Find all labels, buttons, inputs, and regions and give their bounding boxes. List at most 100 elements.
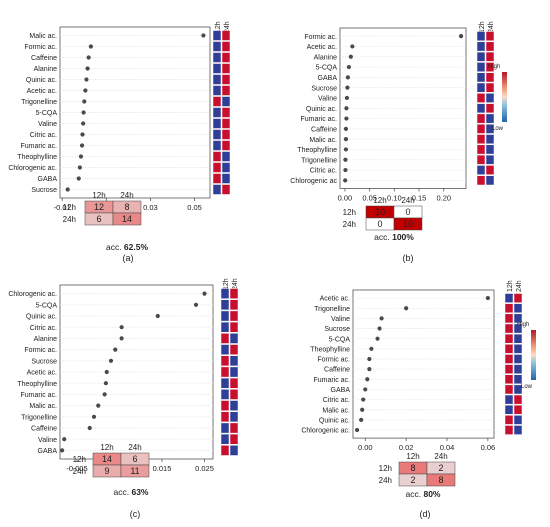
confusion-row-label: 12h bbox=[73, 455, 86, 464]
heatmap-cell-12h bbox=[220, 389, 230, 400]
heatmap-cell-24h bbox=[221, 41, 231, 52]
heatmap-cell-12h bbox=[504, 344, 514, 354]
metabolite-label: Valine bbox=[331, 316, 350, 323]
heatmap-time-label: 12h bbox=[479, 21, 486, 33]
confusion-row-label: 24h bbox=[379, 476, 392, 485]
heatmap-cell-12h bbox=[504, 394, 514, 405]
heatmap-cell-24h bbox=[229, 366, 239, 378]
confusion-value: 2 bbox=[410, 475, 415, 485]
heatmap-cell-24h bbox=[229, 344, 239, 355]
metabolite-label: Quinic ac. bbox=[319, 417, 350, 424]
metabolite-label: Fumaric ac. bbox=[20, 392, 57, 399]
heatmap-cell-12h bbox=[476, 123, 486, 134]
heatmap-cell-12h bbox=[504, 333, 514, 344]
data-point bbox=[119, 325, 124, 330]
metabolite-label: GABA bbox=[318, 75, 338, 82]
metabolite-label: Quinic ac. bbox=[26, 77, 57, 84]
heatmap-cell-12h bbox=[212, 30, 222, 41]
data-point bbox=[91, 414, 97, 419]
confusion-value: 0 bbox=[377, 219, 382, 229]
heatmap-time-label: 12h bbox=[507, 280, 514, 292]
metabolite-label: Trigonelline bbox=[21, 99, 57, 106]
confusion-value: 12 bbox=[94, 202, 104, 212]
x-tick-label: 0.015 bbox=[153, 464, 172, 473]
confusion-value: 9 bbox=[104, 466, 109, 476]
accuracy-value: 80% bbox=[423, 489, 440, 499]
data-point bbox=[113, 347, 118, 352]
confusion-value: 2 bbox=[438, 463, 443, 473]
colorbar-low-label: Low bbox=[521, 384, 533, 390]
confusion-col-label: 12h bbox=[92, 191, 105, 200]
confusion-value: 8 bbox=[410, 463, 415, 473]
heatmap-cell-24h bbox=[513, 313, 523, 324]
heatmap-cell-24h bbox=[229, 377, 239, 389]
heatmap-cell-12h bbox=[476, 113, 486, 124]
metabolite-label: 5-CQA bbox=[36, 302, 58, 309]
data-point bbox=[108, 358, 114, 363]
data-point bbox=[359, 417, 364, 422]
heatmap-cell-12h bbox=[504, 303, 514, 314]
data-point bbox=[77, 165, 82, 170]
heatmap-cell-24h bbox=[229, 411, 239, 423]
metabolite-label: Theophylline bbox=[17, 381, 57, 388]
heatmap-time-label: 24h bbox=[516, 280, 523, 292]
x-tick-label: -0.01 bbox=[54, 203, 71, 212]
data-point bbox=[84, 77, 89, 82]
data-point bbox=[62, 437, 67, 442]
data-point bbox=[458, 34, 464, 39]
confusion-row-label: 12h bbox=[379, 464, 392, 473]
metabolite-label: 5-CQA bbox=[329, 336, 351, 343]
data-point bbox=[344, 106, 349, 111]
panel-label: (c) bbox=[130, 509, 141, 519]
data-point bbox=[367, 356, 372, 362]
data-point bbox=[345, 75, 351, 80]
heatmap-cell-12h bbox=[212, 63, 222, 74]
metabolite-label: Sucrose bbox=[31, 187, 57, 194]
metabolite-label: Fumaric ac. bbox=[20, 143, 57, 150]
accuracy-value: 100% bbox=[392, 232, 414, 242]
heatmap-cell-24h bbox=[485, 134, 495, 145]
heatmap-cell-12h bbox=[212, 118, 222, 129]
metabolite-label: Citric ac. bbox=[323, 397, 350, 404]
metabolite-label: Fumaric ac. bbox=[313, 377, 350, 384]
heatmap-cell-12h bbox=[504, 384, 514, 395]
data-point bbox=[343, 126, 349, 131]
data-point bbox=[363, 387, 368, 392]
heatmap-cell-24h bbox=[485, 41, 495, 52]
data-point bbox=[377, 326, 382, 331]
colorbar-high-label: High bbox=[517, 322, 529, 328]
data-point bbox=[87, 425, 92, 431]
metabolite-label: Alanine bbox=[314, 54, 337, 61]
data-point bbox=[104, 369, 109, 375]
heatmap-cell-24h bbox=[229, 288, 239, 299]
heatmap-cell-24h bbox=[513, 425, 523, 435]
heatmap-cell-24h bbox=[229, 333, 239, 344]
metabolite-label: Trigonelline bbox=[21, 414, 57, 421]
heatmap-cell-24h bbox=[229, 389, 239, 400]
confusion-col-label: 12h bbox=[373, 196, 386, 205]
data-point bbox=[86, 55, 91, 60]
metabolite-label: Trigonelline bbox=[301, 157, 337, 164]
heatmap-cell-24h bbox=[229, 422, 239, 434]
heatmap-cell-12h bbox=[220, 411, 230, 423]
heatmap-cell-24h bbox=[229, 400, 239, 411]
heatmap-cell-12h bbox=[212, 173, 222, 184]
heatmap-time-label: 12h bbox=[215, 21, 222, 33]
metabolite-label: Alanine bbox=[34, 336, 57, 343]
metabolite-label: Acetic ac. bbox=[307, 44, 337, 51]
data-point bbox=[361, 397, 366, 402]
heatmap-cell-12h bbox=[476, 134, 486, 145]
heatmap-cell-24h bbox=[229, 433, 239, 445]
x-tick-label: 0.06 bbox=[481, 443, 496, 452]
x-tick-label: 0.025 bbox=[195, 464, 214, 473]
accuracy-value: 62.5% bbox=[124, 242, 149, 252]
x-tick-label: 0.00 bbox=[358, 443, 373, 452]
data-point bbox=[119, 336, 124, 341]
heatmap-cell-24h bbox=[485, 175, 495, 186]
heatmap-cell-12h bbox=[476, 93, 486, 103]
heatmap-cell-12h bbox=[476, 103, 486, 114]
heatmap-cell-12h bbox=[220, 355, 230, 367]
heatmap-cell-24h bbox=[485, 93, 495, 103]
x-tick-label: 0.05 bbox=[362, 194, 377, 203]
